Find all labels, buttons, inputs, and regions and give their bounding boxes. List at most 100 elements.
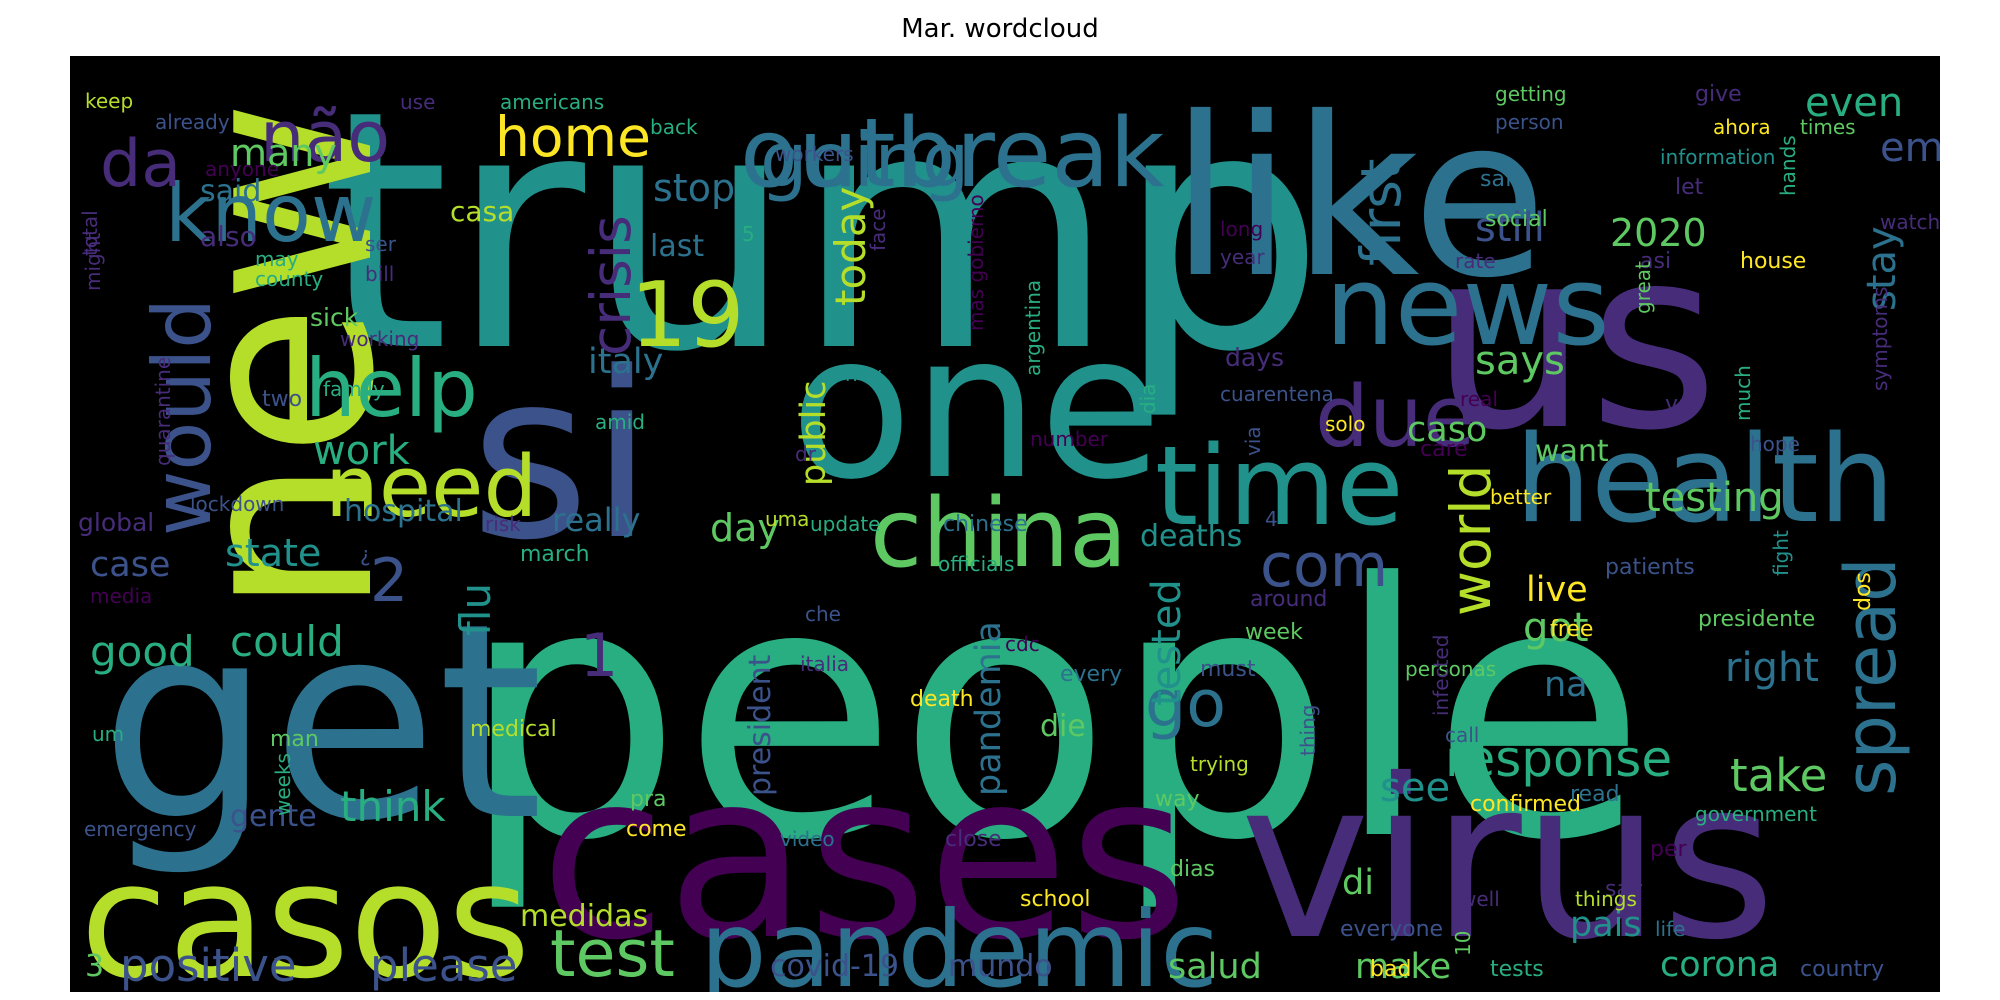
word-60: 2 <box>370 546 408 616</box>
word-9: cases <box>540 724 1189 991</box>
word-92: workers <box>775 142 854 166</box>
word-155: great <box>1631 261 1655 314</box>
word-114: risk <box>485 512 521 536</box>
word-163: va <box>1665 392 1692 417</box>
word-41: stay <box>1859 226 1905 311</box>
word-96: might <box>81 233 105 291</box>
word-134: pra <box>630 787 667 812</box>
word-160: cuarentena <box>1220 382 1334 406</box>
word-171: dos <box>1851 572 1876 611</box>
word-144: information <box>1660 145 1775 169</box>
word-127: chinese <box>943 512 1028 537</box>
word-87: keep <box>85 89 133 113</box>
word-69: got <box>1523 605 1589 651</box>
word-131: every <box>1060 662 1122 687</box>
word-15: going <box>760 116 969 204</box>
word-11: news <box>1325 242 1610 370</box>
word-162: real <box>1460 387 1498 411</box>
word-140: person <box>1495 110 1564 134</box>
word-173: around <box>1250 587 1327 612</box>
word-122: emergency <box>84 817 197 841</box>
word-143: times <box>1800 115 1856 139</box>
word-176: must <box>1200 657 1256 682</box>
word-40: even <box>1805 80 1903 126</box>
word-3: us <box>1430 194 1719 485</box>
word-104: argentina <box>1021 280 1045 376</box>
word-85: gente <box>230 799 317 834</box>
word-48: stop <box>653 166 735 210</box>
word-128: officials <box>938 552 1014 576</box>
word-26: 19 <box>630 263 745 368</box>
word-17: pandemic <box>700 889 1218 992</box>
word-174: week <box>1245 620 1303 645</box>
word-188: dias <box>1170 857 1215 882</box>
word-145: let <box>1675 175 1704 200</box>
word-36: go <box>1145 667 1226 742</box>
word-72: na <box>1544 665 1588 705</box>
word-89: use <box>400 90 435 114</box>
word-156: much <box>1731 365 1755 421</box>
word-35: response <box>1445 730 1672 788</box>
word-53: public <box>794 381 834 486</box>
word-86: want <box>1535 434 1609 469</box>
word-120: medical <box>470 717 557 742</box>
word-154: house <box>1740 249 1806 274</box>
word-153: asi <box>1640 249 1671 274</box>
word-13: time <box>1155 422 1404 550</box>
word-150: long <box>1220 217 1263 241</box>
word-2: like <box>1170 70 1547 326</box>
word-137: close <box>945 827 1002 852</box>
word-32: test <box>550 917 675 992</box>
word-23: need <box>325 438 537 537</box>
word-30: com <box>1260 531 1388 601</box>
word-138: school <box>1020 887 1091 912</box>
word-152: rate <box>1455 249 1496 273</box>
word-6: si <box>470 324 654 591</box>
word-158: days <box>1225 343 1284 372</box>
word-65: think <box>340 782 446 831</box>
word-55: hospital <box>344 494 463 529</box>
word-124: number <box>1030 427 1109 451</box>
word-75: corona <box>1660 945 1779 985</box>
word-123: dr <box>795 442 817 466</box>
word-110: amid <box>595 410 645 434</box>
word-79: covid‑19 <box>770 949 899 984</box>
word-111: hoy <box>845 362 882 386</box>
word-93: anyone <box>205 157 279 181</box>
word-149: watch <box>1880 210 1940 234</box>
word-103: mas gobierno <box>964 194 988 331</box>
word-10: casos <box>80 827 531 992</box>
word-186: per <box>1650 837 1688 862</box>
word-192: 10 <box>1451 931 1475 956</box>
word-159: dia <box>1136 383 1160 414</box>
word-100: bill <box>365 262 394 286</box>
word-157: symptoms <box>1868 287 1892 391</box>
word-47: said <box>200 174 261 209</box>
word-165: solo <box>1325 412 1365 436</box>
word-82: pandemia <box>969 621 1009 796</box>
word-90: americans <box>500 90 604 114</box>
word-76: pais <box>1570 905 1642 945</box>
word-184: read <box>1570 782 1620 807</box>
word-61: flu <box>451 583 500 636</box>
word-129: che <box>805 602 841 626</box>
word-148: hands <box>1776 135 1800 196</box>
word-62: could <box>230 617 344 666</box>
word-183: confirmed <box>1470 792 1581 817</box>
word-7: one <box>790 291 1162 524</box>
word-116: ¿ <box>360 542 371 566</box>
word-136: video <box>780 827 835 851</box>
word-88: already <box>155 110 230 134</box>
word-180: call <box>1445 723 1479 747</box>
word-67: deaths <box>1140 519 1242 554</box>
word-74: make <box>1355 947 1451 987</box>
word-98: county <box>255 267 323 291</box>
word-52: italy <box>588 342 663 382</box>
word-141: give <box>1695 82 1742 107</box>
word-0: trump <box>320 56 1325 424</box>
word-51: today <box>826 187 875 306</box>
word-81: 3 <box>85 949 104 984</box>
word-106: working <box>340 327 419 351</box>
word-168: 4 <box>1265 507 1278 531</box>
